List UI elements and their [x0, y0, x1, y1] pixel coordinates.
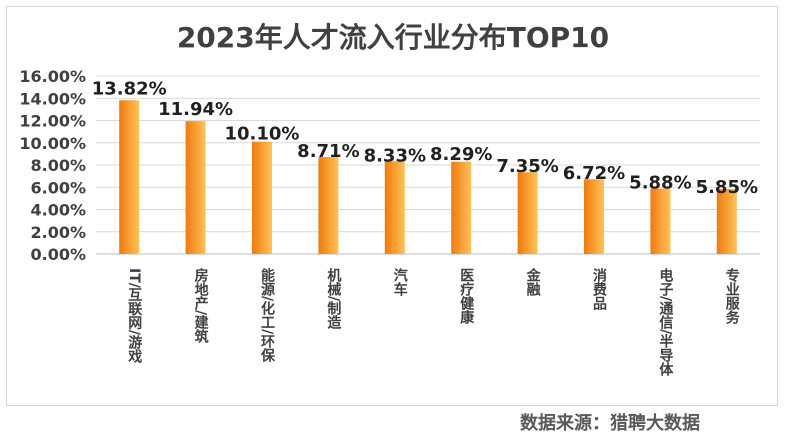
data-label: 11.94%	[158, 99, 233, 120]
chart-title: 2023年人才流入行业分布TOP10	[176, 21, 610, 54]
data-label: 8.29%	[430, 144, 492, 165]
bar	[252, 141, 272, 254]
data-labels: 13.82%11.94% 10.10%8.71% 8.33% 8.29%7.35% 6.…	[92, 78, 758, 198]
grid-lines	[96, 75, 760, 255]
y-tick-label: 14.00%	[19, 89, 86, 108]
y-tick-label: 8.00%	[30, 156, 86, 175]
bar	[318, 157, 339, 254]
x-tick-label: IT/互联网/游戏	[126, 268, 143, 364]
x-tick-label: 电子/通信/半导体	[657, 267, 673, 377]
bar	[716, 188, 737, 254]
x-tick-label: 消费品	[591, 267, 607, 311]
data-label: 13.82%	[92, 78, 167, 99]
y-tick-label: 10.00%	[19, 134, 86, 153]
data-label: 10.10%	[225, 124, 300, 145]
x-tick-label: 汽车	[392, 267, 408, 297]
x-tick-label: 房地产/建筑	[193, 267, 209, 344]
x-axis-labels: IT/互联网/游戏 房地产/建筑 能源/化工/环保 机械/制造 汽车 医疗健康 金融 消费品 电…	[126, 267, 740, 377]
data-label: 8.33%	[364, 145, 426, 166]
bar	[584, 179, 604, 254]
data-label: 6.72%	[563, 163, 625, 184]
y-tick-label: 12.00%	[19, 112, 86, 131]
x-tick-label: 金融	[525, 267, 542, 297]
data-label: 5.88%	[629, 173, 691, 194]
y-axis-ticks: 0.00% 2.00% 4.00% 6.00% 8.00% 10.00% 12.00% 14.…	[19, 67, 86, 264]
y-tick-label: 0.00%	[30, 245, 86, 264]
bar	[650, 188, 671, 254]
data-label: 7.35%	[496, 156, 558, 177]
data-label: 5.85%	[696, 177, 758, 198]
y-tick-label: 2.00%	[30, 223, 86, 242]
bar	[119, 100, 140, 254]
bars	[119, 100, 737, 254]
bar	[185, 121, 206, 254]
bar	[517, 172, 538, 254]
y-tick-label: 4.00%	[30, 201, 86, 220]
y-tick-label: 6.00%	[30, 178, 86, 197]
y-tick-label: 16.00%	[19, 67, 86, 86]
x-tick-label: 专业服务	[724, 267, 740, 325]
x-tick-label: 能源/化工/环保	[259, 267, 276, 363]
bar	[451, 161, 472, 254]
data-label: 8.71%	[297, 141, 359, 162]
data-source-note: 数据来源：猎聘大数据	[520, 413, 700, 434]
bar	[384, 161, 405, 254]
x-tick-label: 医疗健康	[458, 268, 474, 325]
x-tick-label: 机械/制造	[325, 267, 341, 330]
